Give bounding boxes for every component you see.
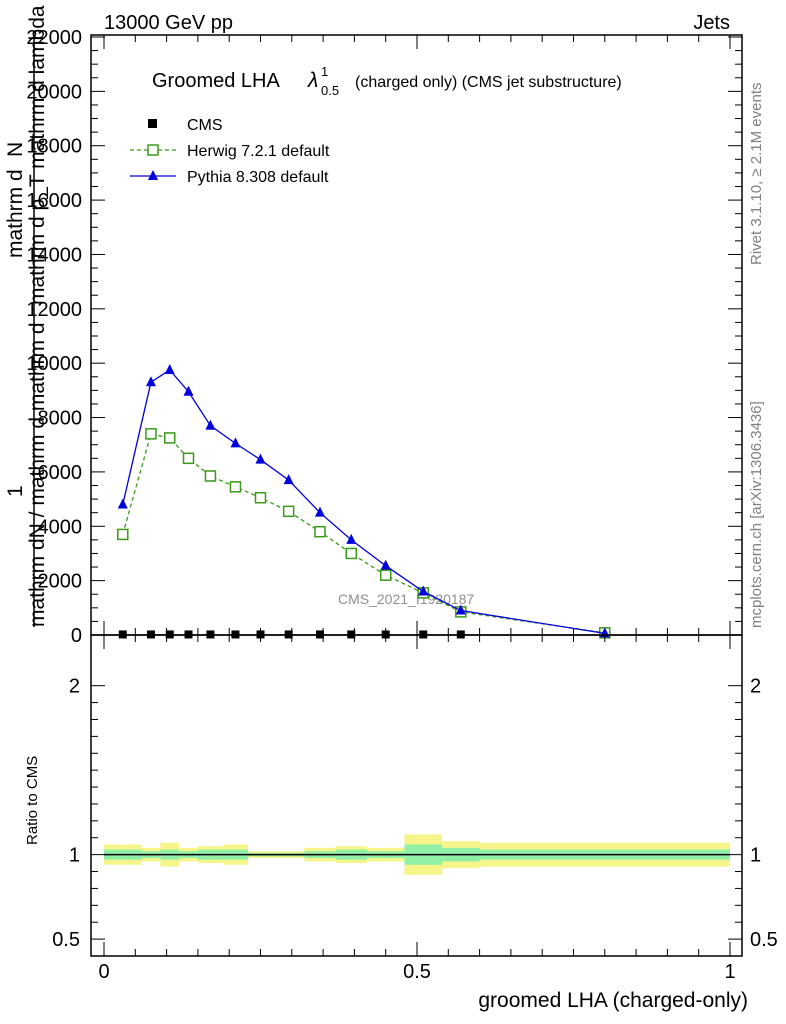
ylabel-top-numerator-2: N <box>4 142 27 157</box>
ylabel-main: mathrm dN / mathrm d mathrm d <box>26 322 49 627</box>
data-point <box>182 452 195 465</box>
ratio-axis-tick-labels: 0.5 0.5 1 1 2 2 0 0.5 1 <box>52 676 778 983</box>
ratio-plot-frame <box>90 634 743 957</box>
data-point <box>117 498 128 509</box>
top-axis-tick-labels: 0 2000 4000 6000 8000 10000 12000 14000 16000 180… <box>26 27 82 647</box>
data-point <box>346 533 357 544</box>
ratio-axis-ticks <box>91 635 742 956</box>
data-point <box>380 559 391 570</box>
data-point <box>418 585 429 596</box>
data-point <box>204 470 217 482</box>
ratio-y-tick-label: 1 <box>69 845 80 867</box>
data-point <box>205 419 216 430</box>
y-tick-label: 6000 <box>38 462 83 484</box>
data-point <box>255 453 266 464</box>
data-point <box>163 432 176 444</box>
ylabel-top-numerator: mathrm d <box>4 169 27 258</box>
legend-pythia-marker <box>148 170 158 180</box>
y-tick-label: 4000 <box>38 516 83 538</box>
legend-cms-marker <box>148 119 157 128</box>
data-point <box>283 474 294 485</box>
ratio-y-tick-label-right: 2 <box>750 676 761 698</box>
legend-cms: CMS <box>148 117 223 134</box>
legend-herwig-marker <box>147 144 159 156</box>
x-tick-label: 0 <box>98 961 109 983</box>
legend-herwig: Herwig 7.2.1 default <box>130 143 330 160</box>
y-tick-label: 18000 <box>26 136 82 158</box>
xlabel: groomed LHA (charged-only) <box>478 989 748 1012</box>
data-point <box>164 363 175 374</box>
ratio-y-tick-label: 2 <box>69 676 80 698</box>
legend-pythia-label: Pythia 8.308 default <box>187 169 329 186</box>
title-superscript: 1 <box>321 64 328 79</box>
x-tick-label: 0.5 <box>403 961 431 983</box>
ratio-ylabel: Ratio to CMS <box>24 756 41 845</box>
title-lambda: λ <box>307 69 318 92</box>
y-tick-label: 2000 <box>38 571 83 593</box>
y-tick-label: 0 <box>71 625 82 647</box>
data-point <box>345 547 358 560</box>
legend-cms-label: CMS <box>187 117 223 134</box>
data-point <box>230 437 241 448</box>
x-tick-label: 1 <box>724 961 735 983</box>
plot-title: Groomed LHA λ 1 0.5 (charged only) (CMS … <box>152 64 622 98</box>
data-point <box>254 491 267 504</box>
y-tick-label: 12000 <box>26 299 82 321</box>
rivet-info-label: Rivet 3.1.10, ≥ 2.1M events <box>748 83 765 266</box>
ratio-y-tick-label: 0.5 <box>52 929 80 951</box>
data-point <box>117 528 129 541</box>
legend-herwig-label: Herwig 7.2.1 default <box>187 143 330 160</box>
title-subscript: 0.5 <box>321 83 339 98</box>
ratio-y-tick-label-right: 0.5 <box>750 929 778 951</box>
data-point <box>229 481 242 493</box>
y-tick-label: 20000 <box>26 81 82 103</box>
ratio-y-tick-label-right: 1 <box>750 845 761 867</box>
data-point <box>314 525 326 538</box>
title-rest: (charged only) (CMS jet substructure) <box>355 74 622 91</box>
ylabel-top-denominator: mathrm d p_T mathrm d lambda <box>26 5 49 305</box>
y-tick-label: 8000 <box>38 408 83 430</box>
mcplots-label: mcplots.cern.ch [arXiv:1306.3436] <box>748 401 765 628</box>
legend: CMS Herwig 7.2.1 default Pythia 8.308 de… <box>130 117 330 186</box>
header-right-label: Jets <box>693 12 730 34</box>
ylabel-top: mathrm d N mathrm d p_T mathrm d lambda … <box>4 5 49 627</box>
data-point <box>145 376 156 387</box>
data-point <box>282 505 295 518</box>
y-tick-label: 22000 <box>26 27 82 49</box>
ylabel-one: 1 <box>4 485 27 497</box>
legend-pythia: Pythia 8.308 default <box>130 169 329 186</box>
title-main: Groomed LHA <box>152 70 280 92</box>
data-point <box>183 385 194 396</box>
analysis-watermark: CMS_2021_I1920187 <box>338 591 474 607</box>
data-point <box>379 569 392 581</box>
y-tick-label: 16000 <box>26 190 82 212</box>
header-left-label: 13000 GeV pp <box>104 12 233 34</box>
y-tick-label: 10000 <box>26 353 82 375</box>
y-tick-label: 14000 <box>26 244 82 266</box>
data-point <box>145 428 157 440</box>
data-point <box>314 506 325 517</box>
data-point <box>455 604 466 615</box>
